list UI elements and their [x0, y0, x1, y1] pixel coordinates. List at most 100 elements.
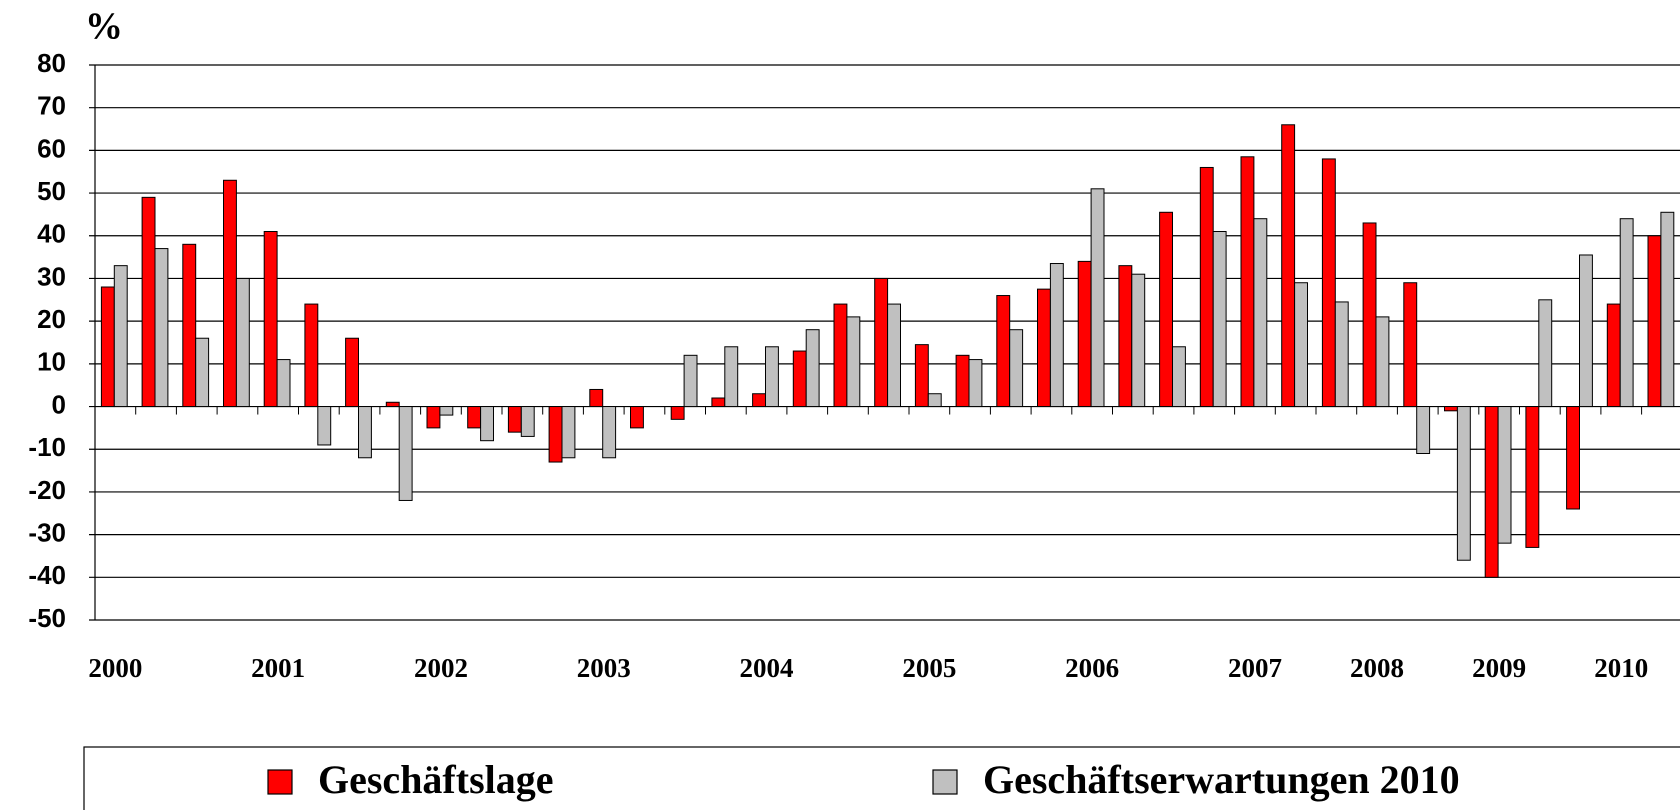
bar	[100, 286, 115, 408]
bar	[805, 329, 820, 408]
x-tick-label: 2009	[1472, 653, 1526, 683]
y-tick-label: 0	[52, 389, 66, 419]
bar	[235, 277, 250, 408]
bar	[1009, 329, 1024, 408]
bar	[1619, 218, 1634, 408]
bar	[792, 350, 807, 408]
y-tick-label: 70	[37, 91, 66, 121]
x-tick-label: 2007	[1228, 653, 1282, 683]
bar	[1131, 273, 1146, 408]
bar	[182, 243, 197, 408]
y-tick-label: 30	[37, 261, 66, 291]
bar	[1362, 222, 1377, 408]
bar	[887, 303, 901, 408]
bar	[630, 406, 644, 429]
bar	[1037, 288, 1051, 408]
bar	[1444, 406, 1458, 412]
bar	[1159, 211, 1173, 408]
x-tick-label: 2004	[740, 653, 794, 683]
bar	[1416, 406, 1431, 454]
bar	[670, 406, 685, 420]
bar	[358, 406, 372, 459]
bar	[602, 406, 617, 459]
bar	[996, 295, 1011, 408]
x-tick-label: 2008	[1350, 653, 1404, 683]
bar	[724, 346, 739, 408]
bar	[1497, 406, 1512, 544]
bar	[874, 277, 889, 408]
bar	[520, 406, 535, 437]
y-axis-unit: %	[85, 6, 123, 48]
x-tick-label: 2010	[1594, 653, 1648, 683]
y-tick-label: 50	[37, 176, 66, 206]
bar	[1212, 231, 1227, 408]
y-tick-label: -10	[28, 432, 66, 462]
bar	[398, 406, 413, 501]
bar	[1647, 235, 1662, 408]
y-tick-label: 80	[37, 48, 66, 78]
bar	[1375, 316, 1390, 408]
bar	[548, 406, 563, 463]
bar	[1294, 282, 1308, 408]
bar	[1077, 260, 1092, 408]
bar	[1090, 188, 1105, 408]
bar	[1538, 299, 1553, 408]
bar	[223, 179, 237, 408]
legend-box	[83, 746, 1680, 810]
y-tick-label: -40	[28, 560, 66, 590]
bar	[589, 388, 604, 408]
bar	[385, 401, 400, 408]
bar	[955, 354, 970, 408]
x-tick-label: 2000	[88, 653, 142, 683]
bar	[154, 248, 169, 408]
bar	[1253, 218, 1268, 408]
y-tick-label: 40	[37, 219, 66, 249]
bar	[263, 231, 278, 408]
x-tick-label: 2001	[251, 653, 305, 683]
legend-label: Geschäftslage	[318, 757, 554, 802]
bar	[927, 393, 942, 408]
bar	[1049, 263, 1064, 408]
bar	[1403, 282, 1418, 408]
bar	[317, 406, 332, 446]
bar	[765, 346, 779, 408]
legend-label: Geschäftserwartungen 2010	[983, 757, 1460, 802]
y-tick-label: -50	[28, 603, 66, 633]
bar	[1118, 265, 1133, 408]
bar	[1484, 406, 1499, 578]
legend-swatch	[932, 769, 958, 795]
y-tick-label: -30	[28, 517, 66, 547]
legend-swatch	[267, 769, 293, 795]
bar	[439, 406, 454, 416]
bar	[304, 303, 319, 408]
bar	[833, 303, 848, 408]
bar	[426, 406, 441, 429]
bar	[345, 337, 360, 408]
bar	[1199, 166, 1214, 408]
x-tick-label: 2006	[1065, 653, 1119, 683]
bar	[507, 406, 522, 433]
bar	[480, 406, 495, 442]
bar	[1334, 301, 1349, 408]
x-tick-label: 2002	[414, 653, 468, 683]
bar	[968, 359, 983, 408]
bar	[1456, 406, 1471, 561]
bar	[846, 316, 861, 408]
y-tick-label: 20	[37, 304, 66, 334]
bar	[1579, 254, 1593, 408]
bar	[276, 359, 291, 408]
bar	[1281, 124, 1296, 408]
bar	[195, 337, 210, 408]
bar	[1525, 406, 1540, 548]
bar	[113, 265, 128, 408]
bar	[1566, 406, 1580, 510]
y-tick-label: -20	[28, 475, 66, 505]
x-tick-label: 2003	[577, 653, 631, 683]
x-tick-label: 2005	[902, 653, 956, 683]
bar	[561, 406, 576, 459]
y-tick-label: 10	[37, 347, 66, 377]
bar	[1606, 303, 1621, 408]
bar	[141, 196, 156, 408]
bar	[711, 397, 726, 408]
